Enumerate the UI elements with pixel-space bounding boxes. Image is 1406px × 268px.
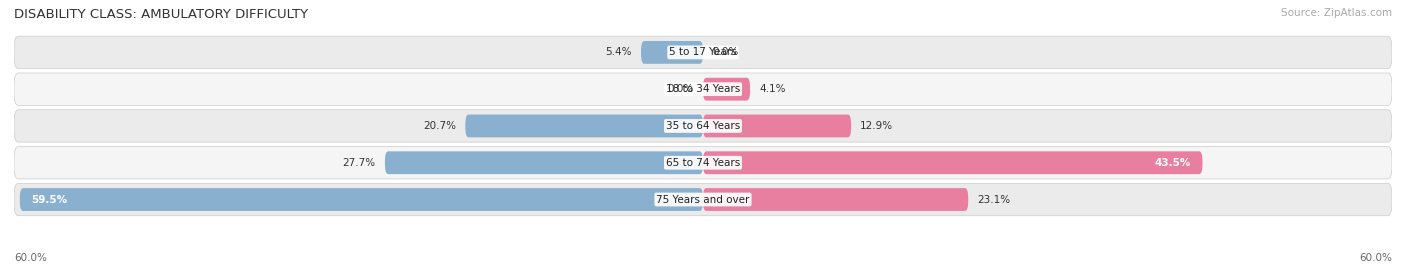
Text: 43.5%: 43.5% — [1154, 158, 1191, 168]
FancyBboxPatch shape — [703, 151, 1202, 174]
FancyBboxPatch shape — [14, 73, 1392, 105]
Text: 5.4%: 5.4% — [606, 47, 631, 57]
Text: 0.0%: 0.0% — [713, 47, 738, 57]
Text: Source: ZipAtlas.com: Source: ZipAtlas.com — [1281, 8, 1392, 18]
Text: 65 to 74 Years: 65 to 74 Years — [666, 158, 740, 168]
Text: 23.1%: 23.1% — [977, 195, 1011, 204]
FancyBboxPatch shape — [703, 78, 749, 100]
Text: 12.9%: 12.9% — [860, 121, 893, 131]
Text: 18 to 34 Years: 18 to 34 Years — [666, 84, 740, 94]
FancyBboxPatch shape — [465, 114, 703, 137]
FancyBboxPatch shape — [641, 41, 703, 64]
Text: 59.5%: 59.5% — [31, 195, 67, 204]
FancyBboxPatch shape — [385, 151, 703, 174]
FancyBboxPatch shape — [703, 114, 851, 137]
Text: 5 to 17 Years: 5 to 17 Years — [669, 47, 737, 57]
FancyBboxPatch shape — [14, 110, 1392, 142]
Text: 27.7%: 27.7% — [343, 158, 375, 168]
Text: 0.0%: 0.0% — [668, 84, 693, 94]
Text: 20.7%: 20.7% — [423, 121, 456, 131]
FancyBboxPatch shape — [20, 188, 703, 211]
FancyBboxPatch shape — [14, 36, 1392, 69]
FancyBboxPatch shape — [14, 183, 1392, 216]
Text: 4.1%: 4.1% — [759, 84, 786, 94]
Text: 60.0%: 60.0% — [14, 253, 46, 263]
Text: 35 to 64 Years: 35 to 64 Years — [666, 121, 740, 131]
FancyBboxPatch shape — [703, 188, 969, 211]
Text: 60.0%: 60.0% — [1360, 253, 1392, 263]
Text: DISABILITY CLASS: AMBULATORY DIFFICULTY: DISABILITY CLASS: AMBULATORY DIFFICULTY — [14, 8, 308, 21]
FancyBboxPatch shape — [14, 147, 1392, 179]
Text: 75 Years and over: 75 Years and over — [657, 195, 749, 204]
